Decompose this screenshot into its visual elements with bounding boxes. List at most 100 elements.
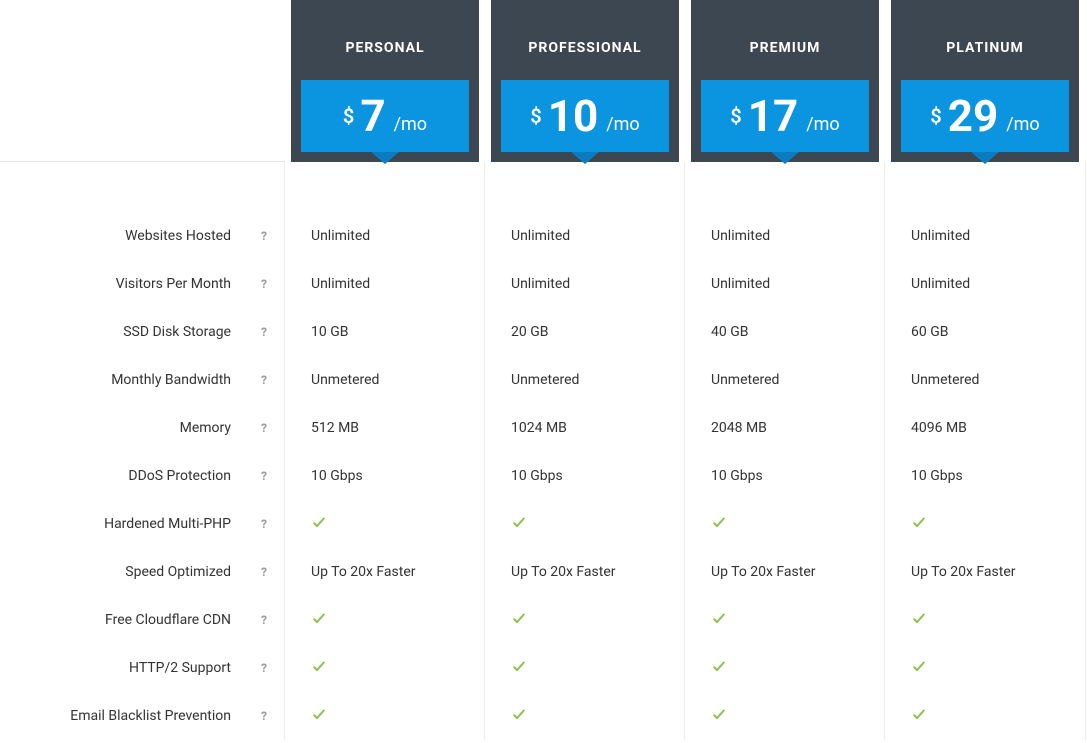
feature-value: 10 Gbps [885,452,1085,500]
plan-header-professional: PROFESSIONAL $ 10 /mo [485,0,685,162]
feature-value [685,596,885,644]
feature-value [285,644,485,692]
feature-value [285,596,485,644]
feature-value: 10 Gbps [685,452,885,500]
feature-value: 40 GB [685,308,885,356]
feature-value-text: Unmetered [911,372,979,388]
plan-header-premium: PREMIUM $ 17 /mo [685,0,885,162]
feature-value-text: 10 Gbps [311,468,363,484]
feature-label: Visitors Per Month? [0,260,285,308]
feature-label-text: Hardened Multi-PHP [104,516,231,532]
feature-value-text: 60 GB [911,324,948,340]
feature-value-text: 10 Gbps [911,468,963,484]
check-icon [911,514,927,534]
feature-value: Unlimited [685,260,885,308]
feature-label: Hardened Multi-PHP? [0,500,285,548]
feature-label-text: Speed Optimized [125,564,231,580]
price-badge[interactable]: $ 17 /mo [701,80,869,152]
feature-label-text: Free Cloudflare CDN [105,612,231,628]
price-badge[interactable]: $ 7 /mo [301,80,469,152]
feature-value: Unmetered [285,356,485,404]
spacer [0,162,285,212]
feature-value-text: 4096 MB [911,420,967,436]
feature-value-text: Up To 20x Faster [311,564,416,580]
help-icon[interactable]: ? [261,229,267,243]
help-icon[interactable]: ? [261,661,267,675]
help-icon[interactable]: ? [261,517,267,531]
help-icon[interactable]: ? [261,373,267,387]
price-badge[interactable]: $ 10 /mo [501,80,669,152]
feature-label-text: SSD Disk Storage [123,324,231,340]
help-icon[interactable]: ? [261,277,267,291]
check-icon [511,706,527,726]
check-icon [711,610,727,630]
feature-value: 512 MB [285,404,485,452]
feature-value: Unmetered [485,356,685,404]
price-amount: 17 [748,94,799,138]
feature-value: Up To 20x Faster [685,548,885,596]
feature-value-text: Up To 20x Faster [511,564,616,580]
price-amount: 7 [360,94,385,138]
feature-label: DDoS Protection? [0,452,285,500]
feature-value [685,644,885,692]
price-per: /mo [394,114,427,135]
feature-value: 4096 MB [885,404,1085,452]
feature-value-text: Unlimited [911,228,970,244]
feature-label: Email Blacklist Prevention? [0,692,285,740]
check-icon [311,658,327,678]
plan-name: PREMIUM [750,40,821,56]
header-blank [0,0,285,162]
feature-label-text: Monthly Bandwidth [111,372,231,388]
check-icon [511,514,527,534]
price-per: /mo [1006,114,1039,135]
feature-label: Monthly Bandwidth? [0,356,285,404]
feature-value-text: 20 GB [511,324,548,340]
feature-value-text: Up To 20x Faster [711,564,816,580]
feature-value-text: Unlimited [511,228,570,244]
check-icon [911,706,927,726]
help-icon[interactable]: ? [261,613,267,627]
spacer [485,162,685,212]
feature-value: Unlimited [685,212,885,260]
feature-label: Websites Hosted? [0,212,285,260]
price-badge[interactable]: $ 29 /mo [901,80,1069,152]
help-icon[interactable]: ? [261,469,267,483]
feature-value: Up To 20x Faster [485,548,685,596]
check-icon [311,706,327,726]
help-icon[interactable]: ? [261,565,267,579]
check-icon [711,706,727,726]
feature-value [885,692,1085,740]
feature-value-text: 10 Gbps [511,468,563,484]
help-icon[interactable]: ? [261,421,267,435]
currency-symbol: $ [343,104,354,128]
feature-value [885,500,1085,548]
feature-value-text: 2048 MB [711,420,767,436]
feature-label-text: Email Blacklist Prevention [70,708,231,724]
feature-value [685,500,885,548]
plan-header-platinum: PLATINUM $ 29 /mo [885,0,1085,162]
feature-value-text: Unmetered [511,372,579,388]
currency-symbol: $ [530,104,541,128]
help-icon[interactable]: ? [261,325,267,339]
feature-label-text: Memory [180,420,231,436]
feature-value-text: Unlimited [911,276,970,292]
feature-value: Unlimited [485,212,685,260]
feature-value: Unlimited [285,260,485,308]
plan-header-personal: PERSONAL $ 7 /mo [285,0,485,162]
pricing-grid: PERSONAL $ 7 /mo PROFESSIONAL $ 10 /mo P… [0,0,1087,740]
check-icon [911,610,927,630]
help-icon[interactable]: ? [261,709,267,723]
feature-label: SSD Disk Storage? [0,308,285,356]
feature-value-text: Unlimited [511,276,570,292]
feature-value-text: 512 MB [311,420,359,436]
check-icon [511,610,527,630]
check-icon [311,514,327,534]
feature-value: 2048 MB [685,404,885,452]
feature-value [485,500,685,548]
feature-value-text: Unmetered [711,372,779,388]
plan-name: PLATINUM [946,40,1023,56]
feature-value [485,596,685,644]
check-icon [711,658,727,678]
feature-value [485,692,685,740]
spacer [285,162,485,212]
